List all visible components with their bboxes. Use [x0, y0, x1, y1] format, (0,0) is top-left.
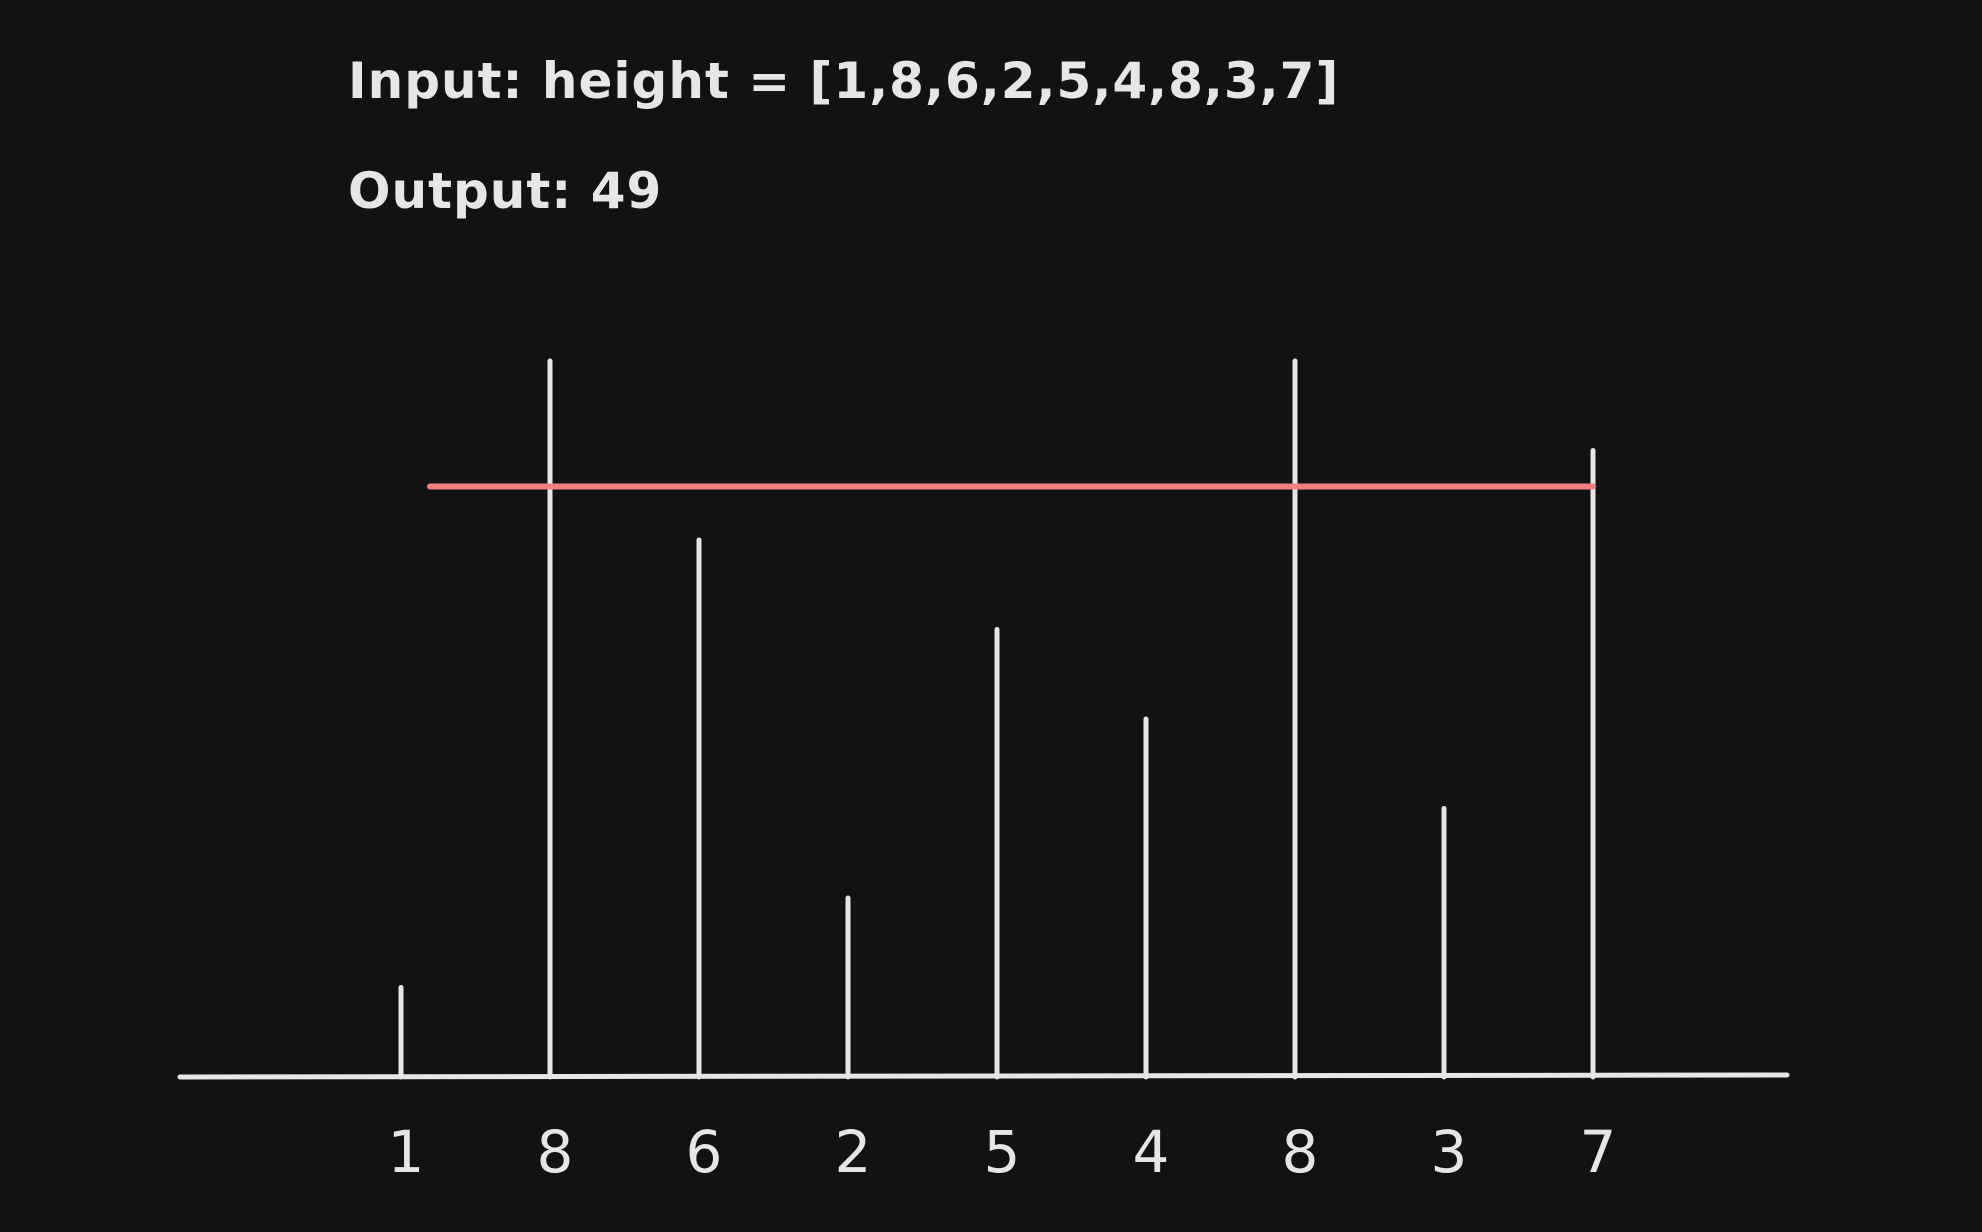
bars-group [398, 358, 1596, 1080]
height-label-1: 8 [537, 1118, 574, 1186]
height-label-5: 4 [1133, 1118, 1170, 1186]
height-label-0: 1 [388, 1118, 425, 1186]
height-label-8: 7 [1580, 1118, 1617, 1186]
height-label-2: 6 [686, 1118, 723, 1186]
output-caption: Output: 49 [348, 166, 662, 216]
input-text: height = [1,8,6,2,5,4,8,3,7] [541, 52, 1340, 110]
height-label-4: 5 [984, 1118, 1021, 1186]
input-prefix: Input: [348, 52, 524, 110]
baseline [177, 1072, 1790, 1080]
height-label-3: 2 [835, 1118, 872, 1186]
output-value: 49 [590, 162, 663, 220]
output-prefix: Output: [348, 162, 573, 220]
height-label-6: 8 [1282, 1118, 1319, 1186]
input-caption: Input: height = [1,8,6,2,5,4,8,3,7] [348, 56, 1339, 106]
labels-group: 1 8 6 2 5 4 8 3 7 [388, 1118, 1617, 1186]
height-label-7: 3 [1431, 1118, 1468, 1186]
